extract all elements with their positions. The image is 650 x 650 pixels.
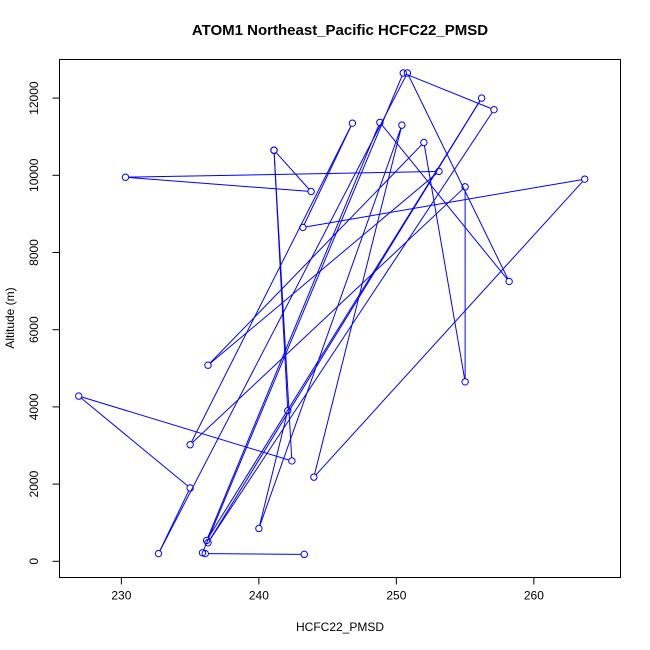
y-tick-label: 0	[27, 558, 41, 565]
series-segment	[275, 152, 310, 190]
x-axis: 230 240 250 260	[111, 577, 544, 603]
data-point	[75, 392, 83, 400]
y-axis-label: Altitude (m)	[3, 287, 17, 348]
y-tick-label: 8000	[27, 239, 41, 266]
y-tick-label: 12000	[27, 81, 41, 115]
data-point	[202, 536, 211, 545]
data-point	[186, 441, 194, 449]
series-segment	[207, 125, 380, 538]
series-segment	[305, 179, 582, 228]
y-tick-label: 2000	[27, 470, 41, 497]
series-segment	[207, 100, 481, 538]
x-tick-label: 250	[386, 589, 406, 603]
series-segment	[128, 176, 308, 192]
series-segment	[208, 553, 302, 555]
series-segment	[423, 145, 466, 379]
data-point	[121, 173, 130, 181]
data-point	[270, 146, 278, 154]
series-segment	[191, 125, 352, 443]
data-point	[376, 118, 384, 127]
data-point	[461, 378, 469, 386]
series-segment	[259, 413, 288, 526]
data-point	[284, 407, 292, 415]
data-point	[435, 167, 443, 176]
data-point	[461, 183, 469, 191]
series-segment	[209, 112, 493, 541]
series-segment	[81, 396, 289, 461]
y-tick-label: 10000	[27, 158, 41, 192]
x-tick-label: 240	[249, 589, 269, 603]
series-segment	[314, 128, 402, 475]
data-point	[403, 69, 412, 77]
data-point	[204, 361, 212, 369]
series-segment	[259, 127, 402, 526]
data-point	[398, 121, 406, 129]
series-segment	[210, 173, 437, 364]
series-segment	[303, 125, 352, 225]
data-point	[399, 69, 407, 77]
series-segment	[315, 181, 583, 476]
data-point	[310, 473, 318, 481]
data-point	[477, 94, 486, 102]
data-point	[490, 105, 498, 114]
y-tick-label: 6000	[27, 316, 41, 343]
series-segment	[406, 73, 492, 109]
data-point	[581, 175, 589, 183]
y-tick-label: 4000	[27, 393, 41, 420]
x-tick-label: 260	[524, 589, 544, 603]
series-segment	[408, 75, 509, 279]
series-segment	[273, 153, 289, 408]
data-point	[186, 484, 194, 492]
data-point	[420, 138, 428, 147]
series-segment	[192, 188, 464, 443]
chart-title: ATOM1 Northeast_Pacific HCFC22_PMSD	[192, 22, 488, 39]
series-segment	[128, 170, 436, 178]
series-segment	[381, 124, 508, 280]
series-layer	[75, 69, 589, 559]
data-point	[288, 457, 296, 465]
series-segment	[80, 397, 188, 487]
series-segment	[209, 144, 423, 364]
series-segment	[203, 75, 403, 551]
data-point	[198, 549, 207, 557]
data-point	[255, 524, 263, 533]
x-tick-label: 230	[111, 589, 131, 603]
data-point	[348, 119, 357, 127]
x-axis-label: HCFC22_PMSD	[296, 620, 384, 634]
data-point	[154, 549, 163, 558]
y-axis: 0 2000 4000 6000 8000 10000 12000	[27, 81, 60, 565]
data-point	[300, 550, 308, 559]
series-segment	[159, 490, 190, 551]
data-point	[505, 277, 513, 286]
data-point	[299, 223, 307, 232]
plot-frame	[59, 59, 621, 578]
data-point	[307, 187, 315, 196]
